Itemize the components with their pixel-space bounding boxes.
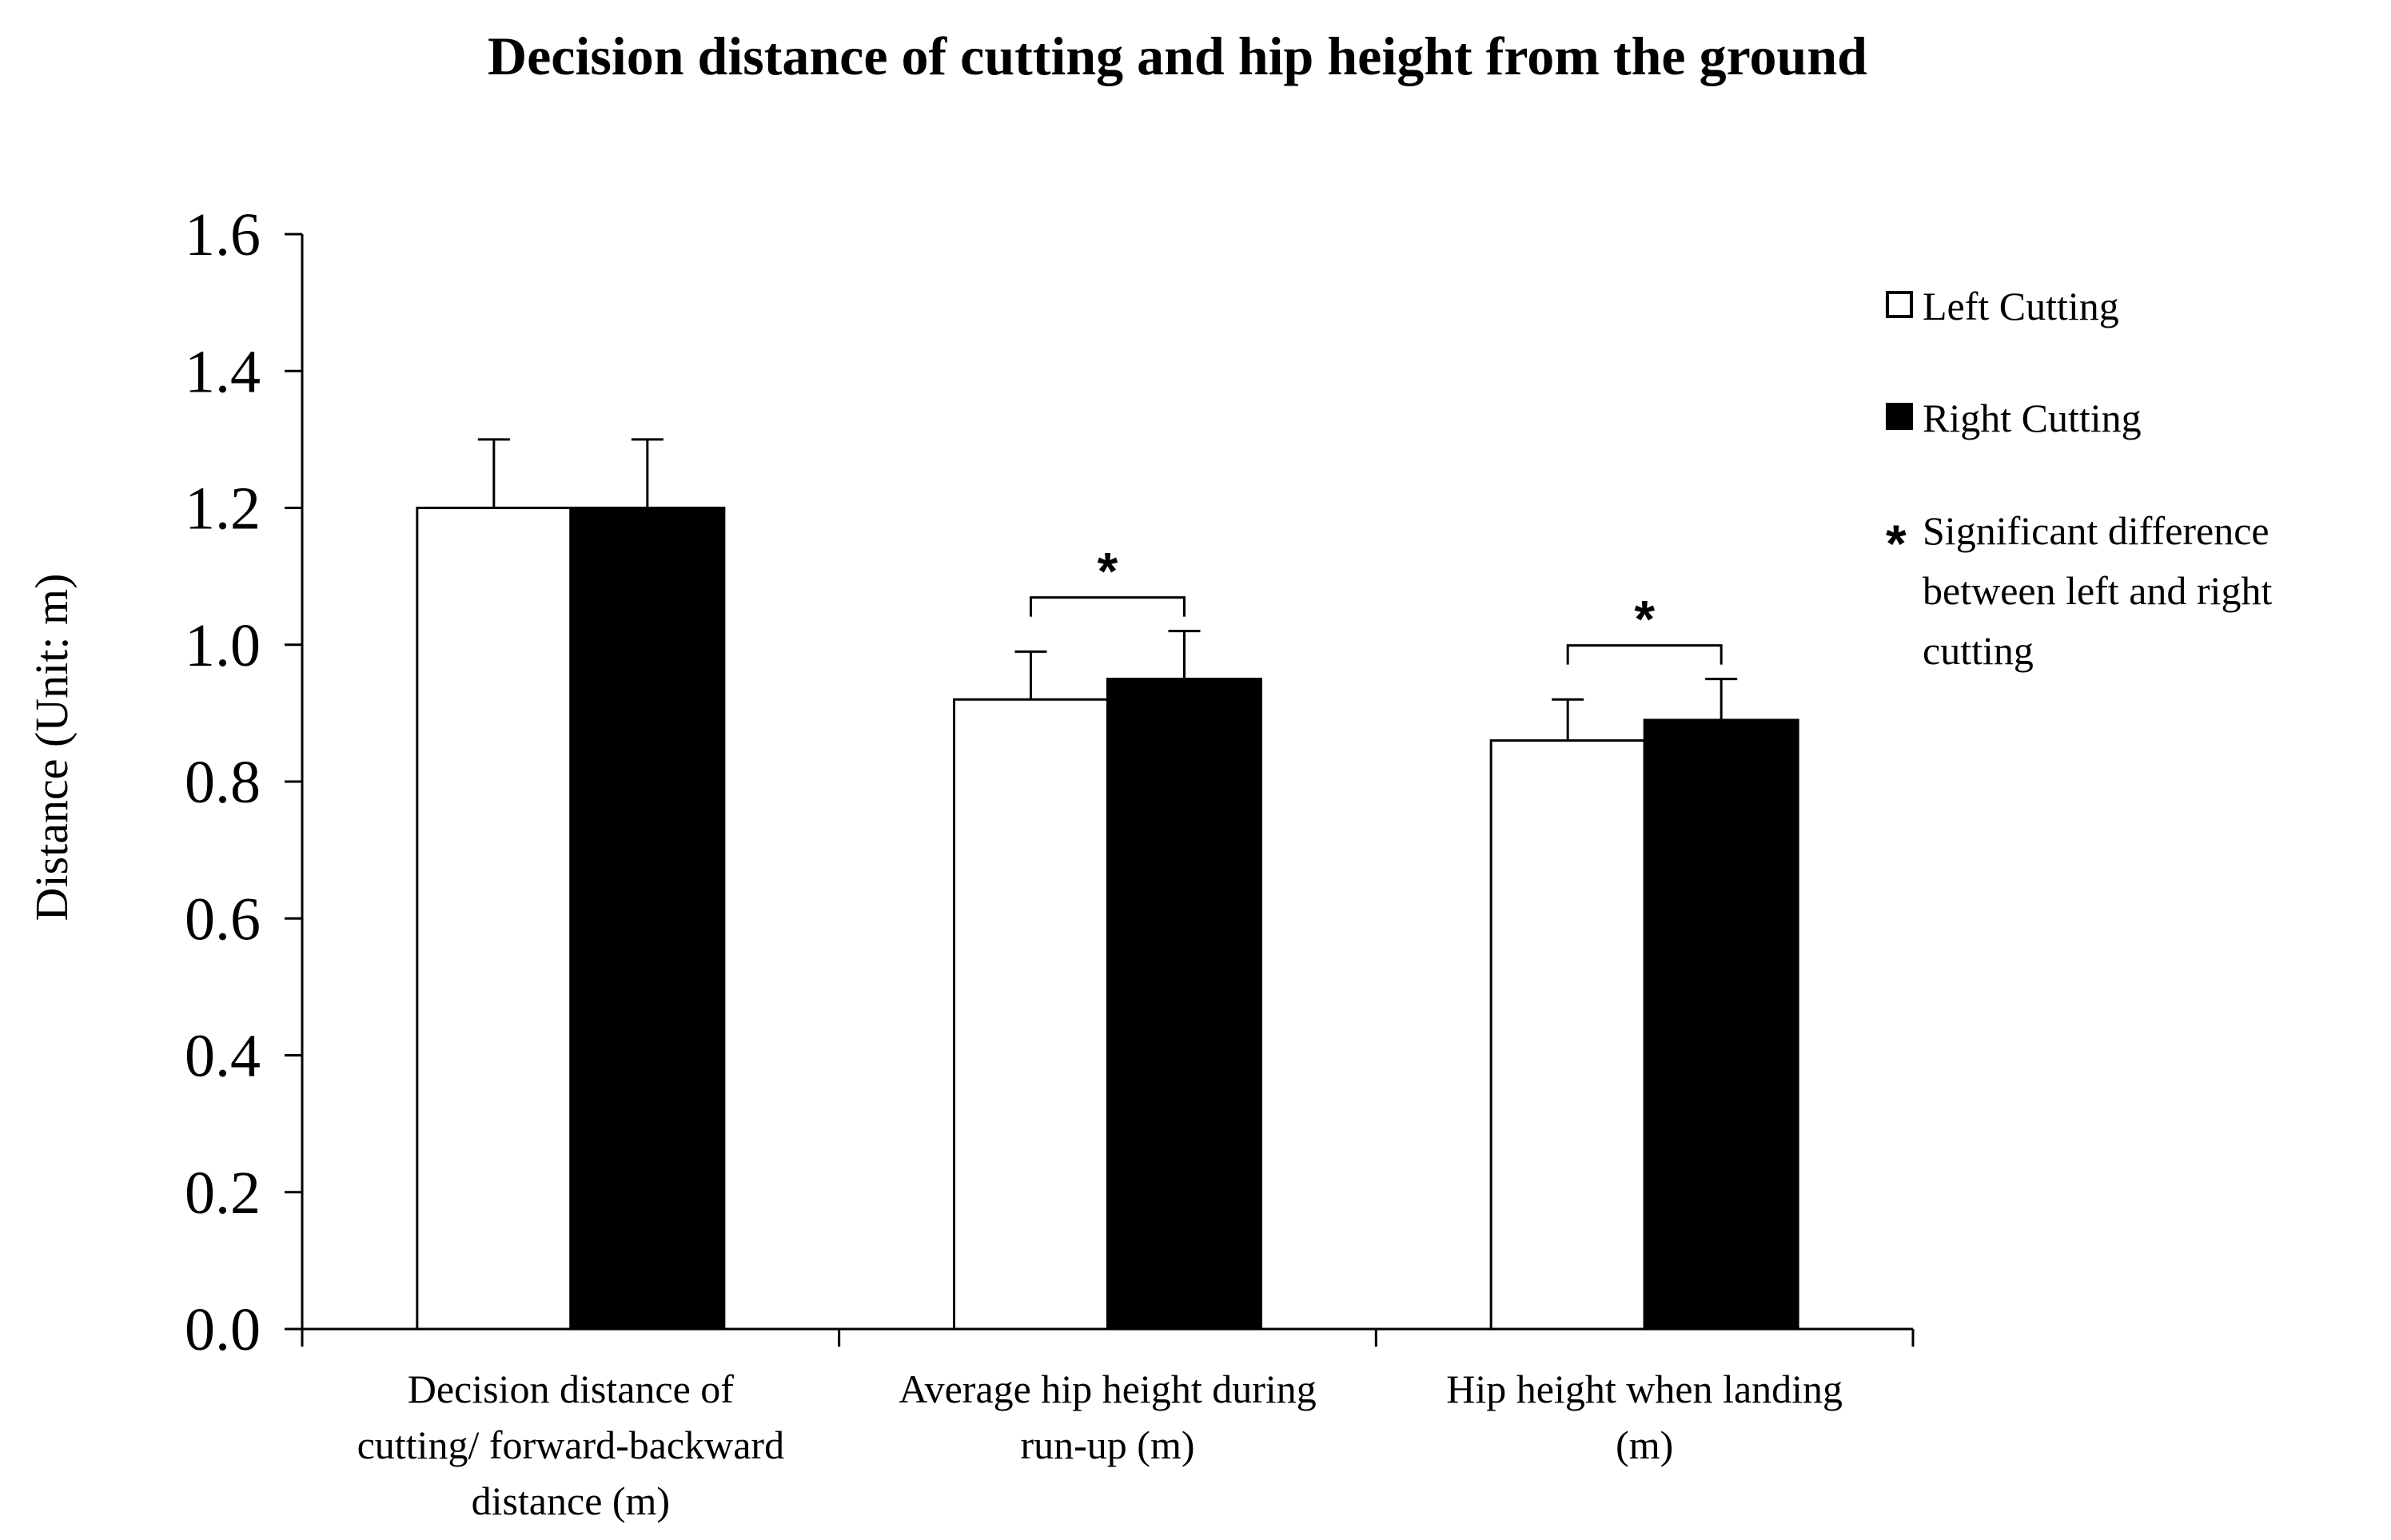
y-tick-label: 1.0	[185, 612, 261, 679]
significance-bracket	[1566, 644, 1723, 665]
bar-left-cutting	[1489, 739, 1646, 1331]
y-tick-label: 1.4	[185, 338, 261, 405]
bar-right-cutting	[1643, 718, 1799, 1331]
y-tick-label: 0.4	[185, 1023, 261, 1090]
x-category-label-line: distance (m)	[472, 1478, 671, 1523]
y-axis-title: Distance (Unit: m)	[26, 574, 78, 921]
bar-left-cutting	[953, 698, 1109, 1331]
significance-marker: *	[1634, 590, 1655, 649]
x-category-label-line: Average hip height during	[899, 1367, 1317, 1411]
legend-label: Significant difference between left and r…	[1923, 508, 2272, 673]
plot-area: 0.0 0.2 0.4 0.6 0.8 1.0 1.2 1.4 1.6 Decision dist…	[185, 201, 1915, 1523]
significance-bracket	[1030, 596, 1186, 617]
legend-label-line: cutting	[1923, 628, 2034, 673]
bar-left-cutting	[416, 507, 572, 1331]
y-tick-label: 0.8	[185, 749, 261, 816]
y-tick-label: 1.2	[185, 476, 261, 543]
significance-marker: *	[1098, 542, 1118, 601]
x-category-label: Hip height when landing (m)	[1446, 1367, 1843, 1467]
x-category-label: Decision distance of cutting/ forward-bac…	[357, 1367, 785, 1523]
x-category-label-line: cutting/ forward-backward	[357, 1423, 785, 1467]
legend-significance-marker: *	[1886, 514, 1907, 573]
legend-label: Left Cutting	[1923, 284, 2119, 328]
chart-title: Decision distance of cutting and hip hei…	[488, 26, 1867, 86]
legend-label-line: Significant difference	[1923, 508, 2269, 553]
x-category-label-line: (m)	[1616, 1423, 1673, 1467]
legend: Left Cutting Right Cutting * Significant di…	[1886, 284, 2272, 673]
y-tick-label: 0.2	[185, 1160, 261, 1227]
x-category-label-line: Hip height when landing	[1446, 1367, 1843, 1411]
x-category-label: Average hip height during run-up (m)	[899, 1367, 1317, 1467]
legend-label: Right Cutting	[1923, 396, 2142, 440]
x-category-label-line: Decision distance of	[408, 1367, 735, 1411]
x-category-label-line: run-up (m)	[1021, 1423, 1195, 1467]
legend-swatch-left-cutting	[1886, 291, 1913, 318]
y-tick-label: 1.6	[185, 201, 261, 269]
legend-label-line: between left and right	[1923, 568, 2272, 613]
y-tick-label: 0.0	[185, 1296, 261, 1363]
legend-swatch-right-cutting	[1886, 403, 1913, 430]
bar-right-cutting	[1106, 678, 1262, 1331]
y-tick-label: 0.6	[185, 885, 261, 953]
bar-right-cutting	[569, 507, 726, 1331]
